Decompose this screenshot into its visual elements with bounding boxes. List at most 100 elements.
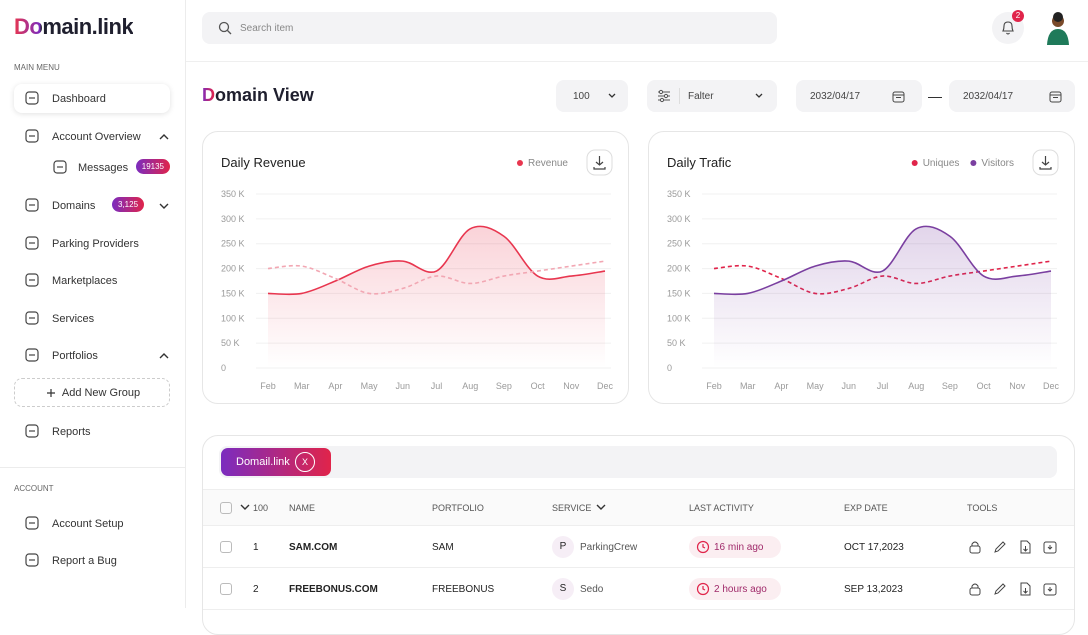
x-tick-label: Jul	[431, 381, 443, 391]
date-to[interactable]: 2032/04/17	[949, 80, 1075, 112]
menu-icon	[25, 129, 39, 143]
x-tick-label: Jun	[396, 381, 411, 391]
tool-icon[interactable]	[992, 539, 1008, 555]
chevron	[240, 504, 250, 510]
tool-icon[interactable]	[1042, 539, 1058, 555]
cell: SEP 13,2023	[844, 584, 903, 595]
chip-label: Domail.link	[236, 456, 290, 468]
chart-title: Daily Revenue	[221, 155, 306, 170]
legend-label: Uniques	[923, 158, 960, 169]
x-tick-label: Aug	[908, 381, 924, 391]
column-header: SERVICE	[552, 503, 592, 513]
section-label: ACCOUNT	[14, 484, 54, 493]
x-tick-label: Feb	[706, 381, 722, 391]
clock-icon	[696, 540, 710, 554]
download-icon	[1039, 156, 1052, 170]
notifications[interactable]: 2	[992, 10, 1024, 44]
avatar[interactable]	[1044, 12, 1072, 46]
menu-label: Portfolios	[52, 349, 98, 362]
date-separator: —	[928, 88, 942, 104]
table-header	[203, 489, 1074, 526]
x-tick-label: Jul	[877, 381, 889, 391]
menu-item[interactable]: Report a Bug	[14, 546, 170, 575]
plus-icon	[47, 389, 55, 397]
menu-label: Account Overview	[52, 130, 141, 143]
page-size-select[interactable]: 100	[556, 80, 628, 112]
column-header: EXP DATE	[844, 503, 888, 513]
checkbox[interactable]	[220, 502, 232, 514]
menu-label: Account Setup	[52, 517, 124, 530]
tool-icon[interactable]	[967, 539, 983, 555]
chart-card: Daily Revenue 0 50 K 100 K 150 K 200 K 250 K 30…	[202, 131, 629, 404]
checkbox[interactable]	[220, 583, 232, 595]
filter-select[interactable]: Falter	[647, 80, 777, 112]
cell: FREEBONUS.COM	[289, 584, 378, 595]
menu-icon	[25, 311, 39, 325]
menu-item[interactable]: Account Overview	[14, 122, 170, 151]
chevron	[596, 504, 606, 510]
menu-item[interactable]: Domains 3,125	[14, 191, 170, 220]
date-from[interactable]: 2032/04/17	[796, 80, 922, 112]
column-header: TOOLS	[967, 503, 998, 513]
chevron	[159, 353, 169, 359]
y-tick-label: 350 K	[667, 189, 691, 199]
x-tick-label: Jun	[842, 381, 857, 391]
x-tick-label: Oct	[977, 381, 992, 391]
area	[268, 226, 605, 368]
chart: Daily Revenue 0 50 K 100 K 150 K 200 K 250 K 30…	[221, 149, 613, 391]
y-tick-label: 350 K	[221, 189, 245, 199]
cell: 1	[253, 542, 259, 553]
menu-item[interactable]: Portfolios	[14, 341, 170, 370]
menu-icon	[25, 236, 39, 250]
page-title: Domain View	[202, 85, 314, 105]
clock-icon	[696, 582, 710, 596]
select-count: 100	[253, 503, 269, 513]
menu-label: Add New Group	[61, 386, 141, 399]
tool-icon[interactable]	[992, 581, 1008, 597]
menu-item[interactable]: Add New Group	[14, 378, 170, 407]
tool-icon[interactable]	[1042, 581, 1058, 597]
x-tick-label: Aug	[462, 381, 478, 391]
cell: OCT 17,2023	[844, 542, 904, 553]
x-tick-label: Apr	[774, 381, 788, 391]
menu-item[interactable]: Messages 19135	[14, 153, 170, 182]
line	[267, 260, 606, 295]
y-tick-label: 200 K	[667, 264, 691, 274]
cell: Sedo	[580, 584, 604, 595]
menu-item[interactable]: Services	[14, 304, 170, 333]
logo[interactable]: Domain.link	[14, 14, 134, 39]
tool-icon[interactable]	[1017, 539, 1033, 555]
menu-item[interactable]: Parking Providers	[14, 229, 170, 258]
y-tick-label: 200 K	[221, 264, 245, 274]
filter-chip[interactable]: Domail.link X	[221, 448, 331, 476]
tool-icon[interactable]	[1017, 581, 1033, 597]
search-icon	[218, 21, 232, 35]
chip-close[interactable]: X	[295, 452, 315, 472]
cell: 2	[253, 584, 259, 595]
tool-icon[interactable]	[967, 581, 983, 597]
chevron	[159, 134, 169, 140]
chart: Daily Trafic 0 50 K 100 K 150 K 200 K 250 K 300…	[667, 149, 1059, 391]
menu-icon	[25, 553, 39, 567]
cell: SAM	[432, 542, 454, 553]
cell: FREEBONUS	[432, 584, 495, 595]
date-text: 2032/04/17	[963, 90, 1014, 102]
search-bar[interactable]: Search item	[202, 12, 777, 44]
menu-item[interactable]: Account Setup	[14, 509, 170, 538]
legend-label: Revenue	[528, 158, 568, 169]
y-tick-label: 150 K	[667, 288, 691, 298]
chevron	[159, 203, 169, 209]
bell-icon	[1002, 21, 1014, 35]
checkbox[interactable]	[220, 541, 232, 553]
y-tick-label: 150 K	[221, 288, 245, 298]
x-tick-label: Feb	[260, 381, 276, 391]
service-initial: S	[552, 578, 574, 600]
page-size: 100	[573, 90, 590, 102]
menu-item[interactable]: Reports	[14, 417, 170, 446]
menu-label: Marketplaces	[52, 274, 118, 287]
menu-item[interactable]: Dashboard	[14, 84, 170, 113]
legend-dot	[911, 160, 918, 166]
menu-label: Reports	[52, 425, 91, 438]
menu-item[interactable]: Marketplaces	[14, 266, 170, 295]
